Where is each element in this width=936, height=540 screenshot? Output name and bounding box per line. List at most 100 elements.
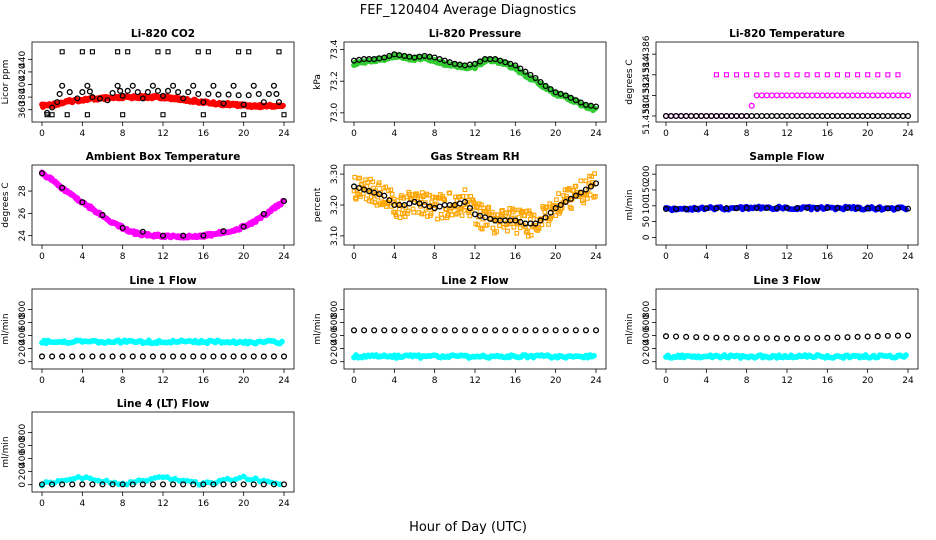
data-point <box>250 353 257 360</box>
data-point <box>180 353 187 360</box>
x-tick-label: 20 <box>550 376 562 386</box>
data-point <box>89 353 96 360</box>
data-point <box>115 49 121 55</box>
data-point <box>874 205 881 212</box>
data-point <box>552 327 559 334</box>
data-point <box>829 112 836 120</box>
x-tick-label: 8 <box>432 129 438 139</box>
data-point <box>753 112 760 120</box>
data-point <box>859 92 866 99</box>
data-point <box>79 49 85 55</box>
data-point <box>255 90 262 98</box>
data-point <box>139 228 146 235</box>
y-tick-label: 0 <box>18 482 28 488</box>
data-point <box>270 481 277 488</box>
data-point <box>879 92 886 99</box>
data-point <box>865 72 871 78</box>
data-point <box>104 97 111 104</box>
data-point <box>693 112 700 120</box>
data-point <box>461 198 468 205</box>
data-point <box>457 194 463 200</box>
data-point <box>507 60 514 67</box>
data-point <box>548 213 554 219</box>
data-point <box>54 99 61 106</box>
data-point <box>492 327 499 334</box>
data-point <box>794 335 801 342</box>
x-tick-label: 16 <box>198 499 210 509</box>
panel-9: Line 4 (LT) Flow ml/min 0 4 8 12 16 20 24 0 200400… <box>1 398 295 509</box>
data-point <box>154 87 162 94</box>
panel-y-axis-label: kPa <box>313 74 323 90</box>
data-point <box>723 205 730 212</box>
data-point <box>129 353 136 360</box>
x-tick-label: 8 <box>120 252 126 262</box>
y-tick-label: 380 <box>18 88 28 105</box>
data-point <box>788 112 796 120</box>
data-point <box>763 204 770 212</box>
data-point <box>879 112 886 120</box>
data-point <box>200 232 207 239</box>
data-point <box>401 201 408 209</box>
x-tick-label: 24 <box>278 129 290 139</box>
y-tick-label: 800 <box>18 424 28 441</box>
data-point <box>904 205 912 212</box>
data-point <box>411 198 418 205</box>
data-point <box>517 218 524 226</box>
y-tick-label: 600 <box>330 314 340 331</box>
data-point <box>532 220 539 227</box>
data-point <box>773 112 780 120</box>
data-point <box>405 208 411 214</box>
data-point <box>370 179 376 185</box>
x-tick-label: 4 <box>79 129 85 139</box>
x-tick-label: 8 <box>744 252 750 262</box>
data-point <box>748 112 755 120</box>
data-point <box>471 60 479 67</box>
data-point <box>276 49 282 55</box>
data-point <box>839 112 846 120</box>
data-point <box>592 327 600 334</box>
data-point <box>548 216 553 221</box>
data-point <box>386 52 393 59</box>
data-point <box>585 196 590 201</box>
data-point <box>703 334 710 341</box>
data-point <box>683 333 690 340</box>
data-point <box>416 200 423 207</box>
data-point <box>773 92 780 99</box>
panel-title: Li-820 Temperature <box>729 28 845 40</box>
data-point <box>500 208 505 213</box>
x-tick-label: 12 <box>469 129 480 139</box>
data-point <box>381 327 388 334</box>
data-point <box>230 353 237 360</box>
data-point <box>49 353 56 360</box>
data-point <box>809 112 816 120</box>
panel-y-axis-label: ml/min <box>1 436 11 467</box>
data-point <box>439 215 445 221</box>
data-point <box>401 327 408 334</box>
data-point <box>849 92 856 99</box>
series-cyan <box>351 352 597 361</box>
data-point <box>552 89 559 96</box>
data-point <box>552 205 559 212</box>
data-point <box>378 190 383 195</box>
data-point <box>350 327 358 334</box>
data-point <box>567 94 574 101</box>
y-tick-label: 51.4382 <box>642 77 652 114</box>
data-point <box>713 205 720 212</box>
y-tick-label: 0 <box>18 359 28 365</box>
y-tick-label: 600 <box>642 314 652 331</box>
data-point <box>425 214 430 219</box>
y-tick-label: 200 <box>18 340 28 357</box>
data-point <box>139 95 146 102</box>
data-point <box>159 232 167 239</box>
data-point <box>512 327 519 334</box>
data-point <box>357 175 363 181</box>
data-point <box>536 225 542 231</box>
data-point <box>462 187 468 193</box>
panel-title: Li-820 CO2 <box>131 28 195 40</box>
data-point <box>180 481 187 488</box>
data-point <box>459 213 465 218</box>
data-point <box>804 335 811 342</box>
data-point <box>407 191 412 197</box>
data-point <box>834 204 841 212</box>
data-point <box>507 206 512 211</box>
